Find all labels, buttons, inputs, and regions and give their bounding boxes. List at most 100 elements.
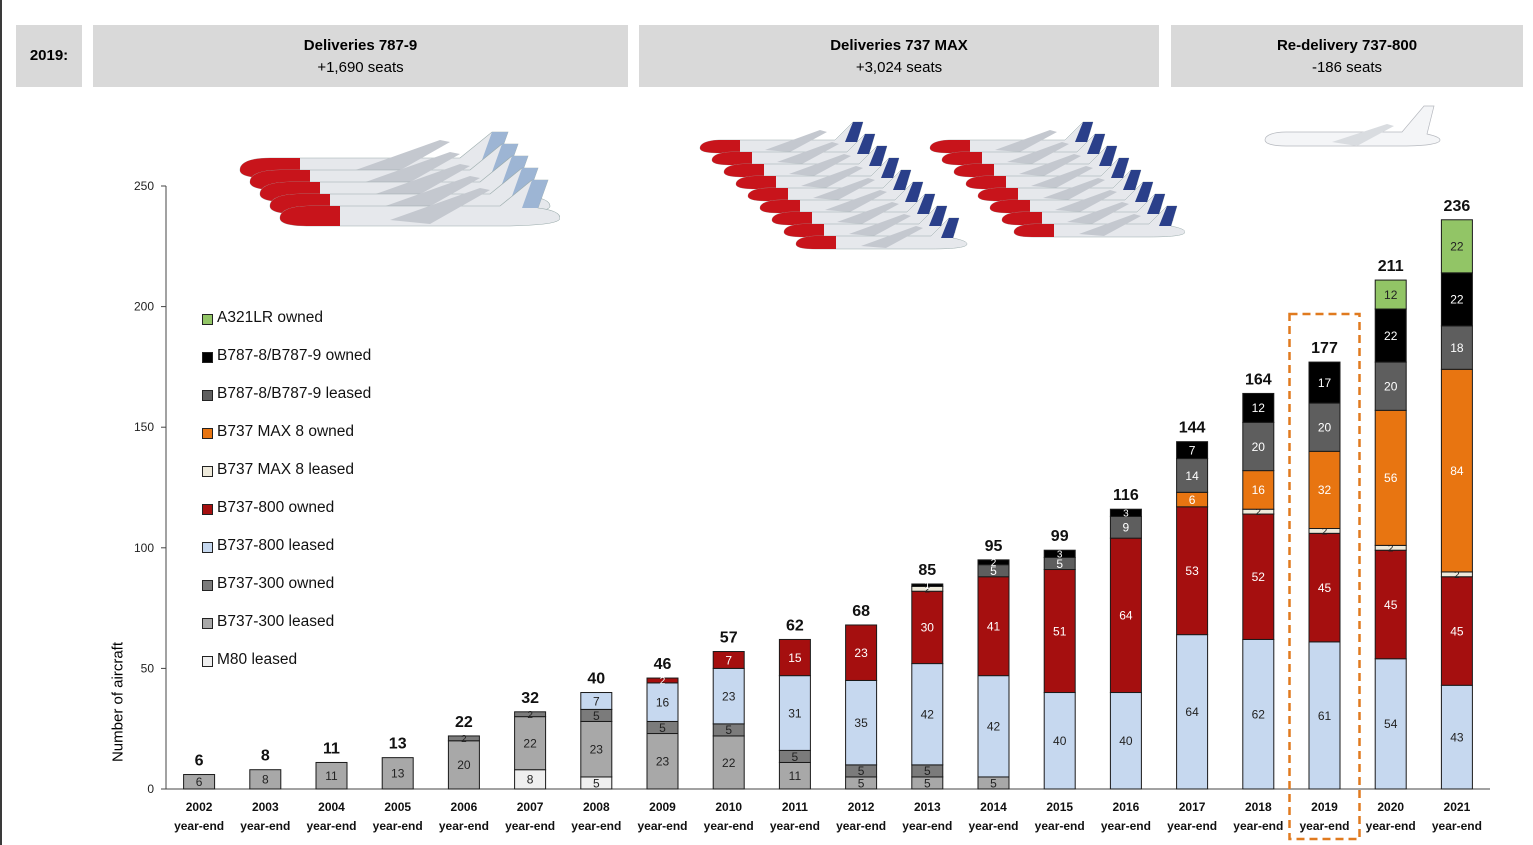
x-tick-label: 2015 xyxy=(1046,800,1073,814)
data-label: 3 xyxy=(1057,549,1063,560)
year-label: 2019: xyxy=(16,25,82,87)
data-label: 40 xyxy=(1119,734,1133,748)
data-label: 52 xyxy=(1252,570,1266,584)
legend-label: B737 MAX 8 leased xyxy=(217,461,355,478)
data-label: 5 xyxy=(858,764,865,778)
data-label: 5 xyxy=(990,776,997,790)
total-label: 40 xyxy=(587,671,605,688)
x-tick-sublabel: year-end xyxy=(704,819,754,833)
data-label: 3 xyxy=(1123,508,1129,519)
highlight-2019-box xyxy=(1288,312,1361,841)
x-tick-sublabel: year-end xyxy=(1366,819,1416,833)
x-tick-label: 2002 xyxy=(186,800,213,814)
total-label: 236 xyxy=(1444,198,1471,215)
panel-title: Re-delivery 737-800 xyxy=(1276,37,1418,54)
total-label: 95 xyxy=(985,538,1003,555)
x-tick-label: 2013 xyxy=(914,800,941,814)
data-label: 22 xyxy=(1384,329,1398,343)
x-tick-sublabel: year-end xyxy=(836,819,886,833)
total-label: 22 xyxy=(455,714,473,731)
legend-swatch xyxy=(202,428,213,439)
bar-segment xyxy=(911,663,944,766)
data-label: 7 xyxy=(1189,443,1196,457)
data-label: 5 xyxy=(593,776,600,790)
data-label: 13 xyxy=(391,767,405,781)
total-label: 144 xyxy=(1179,420,1206,437)
data-label: 5 xyxy=(1056,557,1063,571)
x-tick-sublabel: year-end xyxy=(902,819,952,833)
legend-label: B787-8/B787-9 owned xyxy=(217,347,372,364)
data-label: 8 xyxy=(527,773,534,787)
data-label: 43 xyxy=(1450,730,1464,744)
x-tick-sublabel: year-end xyxy=(571,819,621,833)
data-label: 23 xyxy=(656,755,670,769)
header-panel-737-800: Re-delivery 737-800 -186 seats xyxy=(1171,25,1523,87)
data-label: 5 xyxy=(990,564,997,578)
total-label: 32 xyxy=(521,690,539,707)
data-label: 61 xyxy=(1318,709,1332,723)
x-tick-sublabel: year-end xyxy=(1299,819,1349,833)
data-label: 32 xyxy=(1318,483,1332,497)
bar-segment xyxy=(845,624,878,681)
data-label: 15 xyxy=(788,651,802,665)
bar-segment xyxy=(580,720,613,778)
panel-subtitle: +3,024 seats xyxy=(855,59,943,76)
data-label: 22 xyxy=(523,736,537,750)
data-label: 20 xyxy=(1318,421,1332,435)
data-label: 22 xyxy=(1450,240,1464,254)
data-label: 42 xyxy=(921,708,935,722)
bar-segment xyxy=(1043,692,1076,790)
data-label: 11 xyxy=(325,769,338,783)
x-tick-label: 2018 xyxy=(1245,800,1272,814)
y-tick-label: 200 xyxy=(134,300,154,314)
total-label: 8 xyxy=(261,748,270,765)
bar-segment xyxy=(1176,458,1209,493)
total-label: 116 xyxy=(1113,487,1139,504)
x-tick-label: 2019 xyxy=(1311,800,1338,814)
x-tick-label: 2017 xyxy=(1179,800,1206,814)
panel-subtitle: -186 seats xyxy=(1311,59,1383,76)
total-label: 11 xyxy=(323,740,340,757)
data-label: 23 xyxy=(590,743,604,757)
x-tick-label: 2016 xyxy=(1113,800,1140,814)
data-label: 16 xyxy=(656,695,670,709)
data-label: 6 xyxy=(1189,493,1196,507)
total-label: 13 xyxy=(389,736,407,753)
data-label: 20 xyxy=(1384,380,1398,394)
data-label: 12 xyxy=(1252,401,1266,415)
x-tick-label: 2014 xyxy=(980,800,1007,814)
bar-segment xyxy=(1043,549,1076,558)
b737max-fleet-illustration xyxy=(699,121,1185,250)
bar-segment xyxy=(1176,506,1209,636)
legend-label: B737-300 owned xyxy=(217,575,335,592)
data-label: 35 xyxy=(854,716,868,730)
data-label: 5 xyxy=(924,764,931,778)
x-tick-sublabel: year-end xyxy=(1167,819,1217,833)
x-tick-label: 2003 xyxy=(252,800,279,814)
x-tick-label: 2007 xyxy=(517,800,544,814)
bar-segment xyxy=(1308,361,1341,404)
bar-segment xyxy=(1109,692,1142,790)
legend-swatch xyxy=(202,314,213,325)
x-tick-sublabel: year-end xyxy=(770,819,820,833)
bar-segment xyxy=(1440,576,1473,686)
data-label: 20 xyxy=(457,758,471,772)
data-label: 64 xyxy=(1185,705,1199,719)
data-label: 6 xyxy=(196,775,203,789)
data-label: 2 xyxy=(1322,527,1328,538)
legend-label: B737-800 owned xyxy=(217,499,335,516)
header-panel-787: Deliveries 787-9 +1,690 seats xyxy=(93,25,628,87)
bar-segment xyxy=(1242,513,1275,640)
data-label: 2 xyxy=(527,710,533,721)
panel-title: Deliveries 737 MAX xyxy=(830,37,968,54)
bar-segment xyxy=(1176,634,1209,790)
data-label: 2 xyxy=(925,584,931,595)
bar-segment xyxy=(1242,421,1275,472)
bar-segment xyxy=(1440,219,1473,274)
bar-segment xyxy=(1242,392,1275,423)
x-tick-label: 2021 xyxy=(1444,800,1471,814)
bar-segment xyxy=(1308,532,1341,643)
bar-segment xyxy=(1109,508,1142,517)
legend-label: B737-800 leased xyxy=(217,537,335,554)
data-label: 84 xyxy=(1450,464,1464,478)
